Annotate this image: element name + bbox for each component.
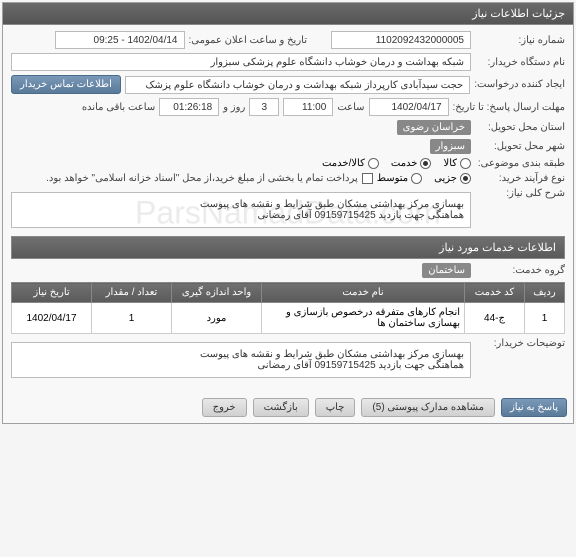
cell-code: ج-44	[465, 303, 525, 334]
footer-buttons: پاسخ به نیاز مشاهده مدارک پیوستی (5) چاپ…	[3, 392, 573, 423]
need-number-value: 1102092432000005	[331, 31, 471, 49]
process-radio-group: جزیی متوسط	[377, 173, 471, 184]
cell-date: 1402/04/17	[12, 303, 92, 334]
service-group-value: ساختمان	[422, 263, 471, 278]
cell-rownum: 1	[525, 303, 565, 334]
buyer-org-label: نام دستگاه خریدار:	[475, 57, 565, 68]
service-group-label: گروه خدمت:	[475, 265, 565, 276]
print-button[interactable]: چاپ	[315, 398, 356, 417]
announce-value: 1402/04/14 - 09:25	[55, 31, 185, 49]
panel-title: جزئیات اطلاعات نیاز	[3, 3, 573, 25]
deadline-days: 3	[249, 98, 279, 116]
attachments-button[interactable]: مشاهده مدارک پیوستی (5)	[361, 398, 495, 417]
th-code: کد خدمت	[465, 283, 525, 303]
services-table: ردیف کد خدمت نام خدمت واحد اندازه گیری ت…	[11, 282, 565, 334]
cell-unit: مورد	[172, 303, 262, 334]
th-unit: واحد اندازه گیری	[172, 283, 262, 303]
exit-button[interactable]: خروج	[202, 398, 247, 417]
summary-text: بهسازی مرکز بهداشتی مشکان طبق شرایط و نق…	[11, 192, 471, 228]
province-value: خراسان رضوی	[397, 120, 471, 135]
th-row: ردیف	[525, 283, 565, 303]
deadline-remain: 01:26:18	[159, 98, 219, 116]
services-section-header: اطلاعات خدمات مورد نیاز	[11, 236, 565, 259]
deadline-time: 11:00	[283, 98, 333, 116]
category-radio-group: کالا خدمت کالا/خدمت	[322, 158, 471, 169]
deadline-label: مهلت ارسال پاسخ: تا تاریخ:	[453, 102, 565, 113]
creator-value: حجت سیدآبادی کارپرداز شبکه بهداشت و درما…	[125, 76, 470, 94]
radio-service[interactable]: خدمت	[391, 158, 432, 169]
city-value: سبزوار	[430, 139, 471, 154]
announce-label: تاریخ و ساعت اعلان عمومی:	[189, 35, 308, 46]
th-name: نام خدمت	[262, 283, 465, 303]
summary-label: شرح کلی نیاز:	[475, 188, 565, 199]
days-label: روز و	[223, 102, 245, 113]
need-number-label: شماره نیاز:	[475, 35, 565, 46]
treasury-label: پرداخت تمام یا بخشی از مبلغ خرید،از محل …	[46, 173, 358, 184]
radio-goods[interactable]: کالا	[443, 158, 471, 169]
table-row: 1 ج-44 انجام کارهای متفرقه درخصوص بازساز…	[12, 303, 565, 334]
treasury-checkbox[interactable]	[362, 173, 373, 184]
buyer-org-value: شبکه بهداشت و درمان خوشاب دانشگاه علوم پ…	[11, 53, 471, 71]
cell-qty: 1	[92, 303, 172, 334]
creator-label: ایجاد کننده درخواست:	[474, 79, 565, 90]
radio-minor[interactable]: جزیی	[434, 173, 471, 184]
deadline-date: 1402/04/17	[369, 98, 449, 116]
th-date: تاریخ نیاز	[12, 283, 92, 303]
cell-name: انجام کارهای متفرقه درخصوص بازسازی و بهس…	[262, 303, 465, 334]
buyer-notes-label: توضیحات خریدار:	[475, 338, 565, 349]
back-button[interactable]: بازگشت	[253, 398, 309, 417]
category-label: طبقه بندی موضوعی:	[475, 158, 565, 169]
process-label: نوع فرآیند خرید:	[475, 173, 565, 184]
radio-medium[interactable]: متوسط	[377, 173, 422, 184]
city-label: شهر محل تحویل:	[475, 141, 565, 152]
contact-info-button[interactable]: اطلاعات تماس خریدار	[11, 75, 121, 94]
reply-button[interactable]: پاسخ به نیاز	[501, 398, 567, 417]
th-qty: تعداد / مقدار	[92, 283, 172, 303]
main-panel: جزئیات اطلاعات نیاز شماره نیاز: 11020924…	[2, 2, 574, 424]
saat-label-1: ساعت	[337, 102, 364, 113]
remain-label: ساعت باقی مانده	[82, 102, 155, 113]
province-label: استان محل تحویل:	[475, 122, 565, 133]
radio-both[interactable]: کالا/خدمت	[322, 158, 379, 169]
buyer-notes-text: بهسازی مرکز بهداشتی مشکان طبق شرایط و نق…	[11, 342, 471, 378]
